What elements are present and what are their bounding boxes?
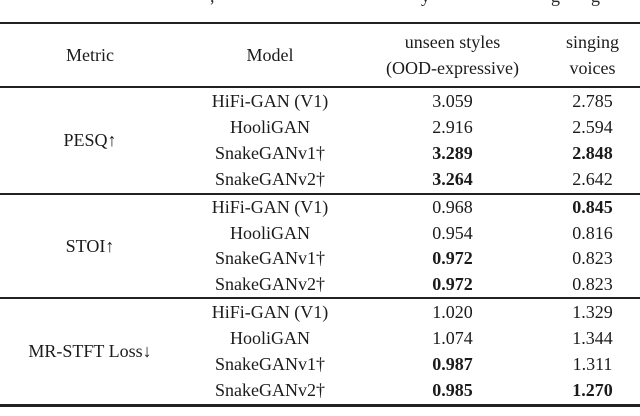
model-cell: SnakeGANv2† xyxy=(215,380,325,401)
singing-voices-value: 2.594 xyxy=(572,116,613,137)
model-cell: HooliGAN xyxy=(230,116,310,137)
unseen-styles-value: 1.074 xyxy=(432,327,473,348)
table-row: SnakeGANv2† 0.985 1.270 xyxy=(180,378,640,404)
header-singing-voices-line2: voices xyxy=(569,58,616,78)
metric-group-stoi: STOI↑ HiFi-GAN (V1) 0.968 0.845 HooliGAN… xyxy=(0,195,640,297)
unseen-styles-value: 2.916 xyxy=(432,116,473,137)
model-cell: SnakeGANv2† xyxy=(215,169,325,190)
singing-voices-value: 1.329 xyxy=(572,301,613,322)
model-cell: HiFi-GAN (V1) xyxy=(211,301,329,322)
singing-voices-value: 0.845 xyxy=(572,197,613,218)
singing-voices-value: 1.311 xyxy=(572,354,613,375)
metric-group-pesq: PESQ↑ HiFi-GAN (V1) 3.059 2.785 HooliGAN… xyxy=(0,88,640,193)
caption-fragment: , xyxy=(210,0,215,6)
header-separator-rule xyxy=(0,86,640,88)
caption-fragment: y xyxy=(421,0,430,6)
singing-voices-value: 2.785 xyxy=(572,90,613,111)
table-row: SnakeGANv2† 0.972 0.823 xyxy=(180,272,640,298)
unseen-styles-value: 0.985 xyxy=(432,380,473,401)
singing-voices-value: 1.344 xyxy=(572,327,613,348)
metric-label-stoi: STOI↑ xyxy=(65,235,115,256)
unseen-styles-value: 3.264 xyxy=(432,169,473,190)
table-bottom-rule xyxy=(0,404,640,407)
table-row: SnakeGANv1† 3.289 2.848 xyxy=(180,141,640,167)
caption-fragment: g xyxy=(551,0,560,6)
table-row: SnakeGANv2† 3.264 2.642 xyxy=(180,167,640,193)
table-row: SnakeGANv1† 0.987 1.311 xyxy=(180,352,640,378)
model-cell: HiFi-GAN (V1) xyxy=(211,90,329,111)
table-row: HooliGAN 0.954 0.816 xyxy=(180,221,640,247)
unseen-styles-value: 3.059 xyxy=(432,90,473,111)
unseen-styles-value: 3.289 xyxy=(432,143,473,164)
singing-voices-value: 2.642 xyxy=(572,169,613,190)
model-cell: HooliGAN xyxy=(230,222,310,243)
table-row: HiFi-GAN (V1) 1.020 1.329 xyxy=(180,299,640,325)
table-row: HooliGAN 2.916 2.594 xyxy=(180,114,640,140)
table-row: HiFi-GAN (V1) 3.059 2.785 xyxy=(180,88,640,114)
singing-voices-value: 0.823 xyxy=(572,248,613,269)
caption-fragment: g xyxy=(591,0,600,6)
metric-group-mrstft: MR-STFT Loss↓ HiFi-GAN (V1) 1.020 1.329 … xyxy=(0,299,640,404)
unseen-styles-value: 1.020 xyxy=(432,301,473,322)
singing-voices-value: 0.816 xyxy=(572,222,613,243)
clipped-caption-line: , y g g xyxy=(0,0,640,6)
table-row: HiFi-GAN (V1) 0.968 0.845 xyxy=(180,195,640,221)
header-model: Model xyxy=(246,45,294,65)
table-row: HooliGAN 1.074 1.344 xyxy=(180,325,640,351)
header-unseen-styles: unseen styles (OOD-expressive) xyxy=(360,24,545,86)
model-cell: HooliGAN xyxy=(230,327,310,348)
metric-label-pesq: PESQ↑ xyxy=(63,130,117,150)
unseen-styles-value: 0.972 xyxy=(432,273,473,294)
table-top-rule xyxy=(0,22,640,24)
table-row: SnakeGANv1† 0.972 0.823 xyxy=(180,246,640,272)
singing-voices-value: 2.848 xyxy=(572,143,613,164)
model-cell: HiFi-GAN (V1) xyxy=(211,197,329,218)
header-unseen-styles-line2: (OOD-expressive) xyxy=(386,58,519,78)
metric-label-mrstft: MR-STFT Loss↓ xyxy=(28,341,152,361)
model-cell: SnakeGANv1† xyxy=(215,248,325,269)
singing-voices-value: 1.270 xyxy=(572,380,613,401)
unseen-styles-value: 0.954 xyxy=(432,222,473,243)
singing-voices-value: 0.823 xyxy=(572,273,613,294)
group-separator-rule-1 xyxy=(0,193,640,195)
model-cell: SnakeGANv1† xyxy=(215,143,325,164)
header-singing-voices: singing voices xyxy=(545,24,640,86)
unseen-styles-value: 0.972 xyxy=(432,248,473,269)
header-metric: Metric xyxy=(66,45,114,65)
unseen-styles-value: 0.968 xyxy=(432,197,473,218)
unseen-styles-value: 0.987 xyxy=(432,354,473,375)
model-cell: SnakeGANv1† xyxy=(215,354,325,375)
group-separator-rule-2 xyxy=(0,297,640,299)
model-cell: SnakeGANv2† xyxy=(215,273,325,294)
header-singing-voices-line1: singing xyxy=(565,32,619,52)
table-header-row: Metric Model unseen styles (OOD-expressi… xyxy=(0,24,640,86)
header-unseen-styles-line1: unseen styles xyxy=(404,32,501,52)
